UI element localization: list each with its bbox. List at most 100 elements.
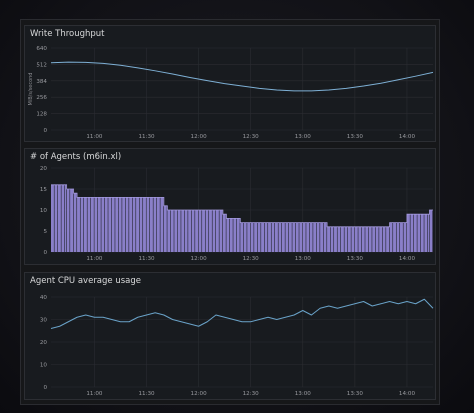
agents-count-chart: 0 5 10 15 20 11:00 11:30 12:00 12:30 13:00 13:30 14… bbox=[40, 166, 433, 262]
bar bbox=[70, 189, 74, 252]
bar bbox=[156, 197, 160, 252]
bar bbox=[417, 214, 421, 252]
bar bbox=[205, 210, 209, 252]
bar bbox=[274, 222, 278, 252]
bar bbox=[386, 226, 390, 252]
bar bbox=[295, 222, 299, 252]
series-line bbox=[50, 61, 434, 92]
bar bbox=[261, 222, 265, 252]
bar bbox=[222, 214, 226, 252]
bar bbox=[77, 197, 80, 252]
dashboard: Write Throughput 0 128 256 384 512 640 11:00 11… bbox=[20, 19, 440, 405]
bar bbox=[118, 197, 122, 252]
bar bbox=[320, 222, 324, 252]
bar bbox=[212, 210, 216, 252]
bar bbox=[73, 193, 77, 252]
x-tick-label: 13:00 bbox=[295, 256, 312, 262]
bar bbox=[163, 205, 167, 252]
x-tick-label: 12:00 bbox=[191, 391, 208, 397]
bar bbox=[375, 226, 379, 252]
x-tick-label: 11:30 bbox=[138, 256, 155, 262]
panel-title: # of Agents (m6in.xl) bbox=[30, 152, 122, 162]
y-tick-label: 10 bbox=[40, 208, 48, 214]
y-tick-label: 0 bbox=[43, 250, 47, 256]
bar bbox=[177, 210, 181, 252]
bar bbox=[170, 210, 174, 252]
bar bbox=[281, 222, 285, 252]
x-tick-label: 11:00 bbox=[86, 391, 103, 397]
y-tick-label: 640 bbox=[36, 46, 47, 52]
bar bbox=[188, 210, 192, 252]
bar-outline bbox=[51, 184, 433, 228]
x-tick-label: 14:00 bbox=[399, 134, 416, 140]
bar bbox=[299, 222, 303, 252]
bar bbox=[80, 197, 84, 252]
bar bbox=[202, 210, 205, 252]
y-tick-label: 512 bbox=[36, 62, 47, 68]
y-tick-label: 15 bbox=[40, 187, 48, 193]
bar bbox=[97, 197, 101, 252]
x-tick-label: 11:30 bbox=[138, 391, 155, 397]
bar bbox=[87, 197, 91, 252]
bar bbox=[139, 197, 143, 252]
bar bbox=[229, 218, 233, 252]
y-tick-label: 10 bbox=[40, 363, 48, 369]
bar bbox=[358, 226, 362, 252]
bar bbox=[323, 222, 327, 252]
y-tick-label: 256 bbox=[36, 95, 47, 101]
bar bbox=[292, 222, 296, 252]
bar bbox=[61, 184, 65, 252]
bar bbox=[368, 226, 372, 252]
bar bbox=[361, 226, 365, 252]
x-tick-label: 11:30 bbox=[138, 134, 155, 140]
bar bbox=[101, 197, 105, 252]
bar bbox=[167, 210, 171, 252]
x-tick-label: 11:00 bbox=[86, 134, 103, 140]
bar bbox=[132, 197, 136, 252]
bar bbox=[125, 197, 129, 252]
bar bbox=[400, 222, 403, 252]
x-tick-label: 13:00 bbox=[295, 134, 312, 140]
x-tick-label: 12:00 bbox=[191, 134, 208, 140]
bar bbox=[382, 226, 386, 252]
bar bbox=[209, 210, 212, 252]
bar bbox=[226, 218, 230, 252]
bar bbox=[271, 222, 275, 252]
bar bbox=[184, 210, 188, 252]
x-tick-label: 11:00 bbox=[86, 256, 103, 262]
bar bbox=[393, 222, 396, 252]
bar bbox=[83, 197, 87, 252]
y-tick-label: 0 bbox=[43, 385, 47, 391]
y-tick-label: 40 bbox=[40, 295, 48, 301]
bar bbox=[146, 197, 150, 252]
bar bbox=[198, 210, 202, 252]
bar bbox=[94, 197, 98, 252]
bar bbox=[149, 197, 153, 252]
bar bbox=[122, 197, 126, 252]
bar bbox=[413, 214, 417, 252]
bar bbox=[240, 222, 244, 252]
bar bbox=[344, 226, 348, 252]
bar bbox=[233, 218, 237, 252]
x-tick-label: 13:00 bbox=[295, 391, 312, 397]
bar bbox=[129, 197, 133, 252]
agents-count-panel: # of Agents (m6in.xl) 0 5 10 15 20 11:00 11:30… bbox=[24, 148, 436, 265]
bar bbox=[111, 197, 115, 252]
bar bbox=[410, 214, 414, 252]
cpu-usage-chart: 0 10 20 30 40 11:00 11:30 12:00 12:30 13:00 13:30 1… bbox=[40, 295, 434, 397]
bar bbox=[191, 210, 195, 252]
bar bbox=[406, 214, 410, 252]
x-tick-label: 13:30 bbox=[347, 391, 364, 397]
x-tick-label: 14:00 bbox=[399, 391, 416, 397]
bar bbox=[347, 226, 351, 252]
write-throughput-chart: 0 128 256 384 512 640 11:00 11:30 12:00 12:30 13:0… bbox=[28, 46, 434, 140]
bar bbox=[420, 214, 424, 252]
write-throughput-panel: Write Throughput 0 128 256 384 512 640 11:00 11… bbox=[24, 25, 436, 142]
cpu-usage-panel: Agent CPU average usage 0 10 20 30 40 11:00 11… bbox=[24, 272, 436, 400]
bar bbox=[340, 226, 344, 252]
bar bbox=[427, 214, 429, 252]
y-axis-label: MiB/s/second bbox=[28, 73, 34, 106]
x-tick-label: 12:00 bbox=[191, 256, 208, 262]
y-tick-label: 30 bbox=[40, 318, 48, 324]
y-tick-label: 20 bbox=[40, 340, 48, 346]
